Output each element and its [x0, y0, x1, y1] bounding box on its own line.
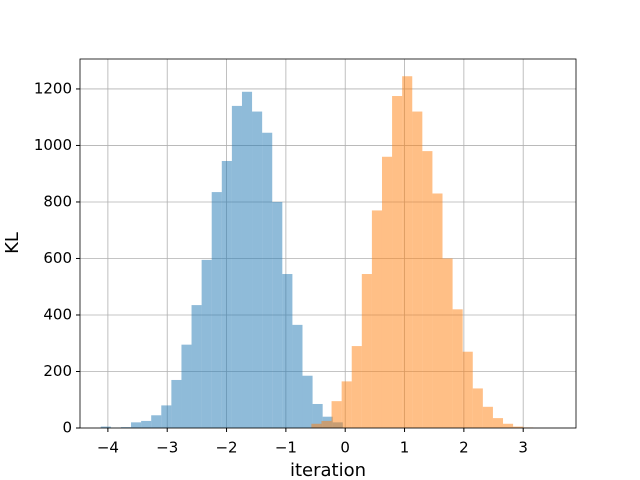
y-axis-label: KL [2, 232, 23, 254]
bar [282, 274, 293, 428]
bar [311, 423, 322, 428]
bar [442, 258, 453, 428]
bar [171, 379, 182, 428]
bar [292, 324, 303, 428]
y-tick-label: 600 [43, 249, 72, 267]
bar [482, 406, 493, 428]
bar [321, 420, 332, 428]
y-tick-label: 800 [43, 192, 72, 210]
bar [161, 405, 172, 428]
bar [422, 151, 433, 428]
bar [252, 111, 263, 429]
grid [80, 59, 576, 429]
x-tick-label: −4 [97, 439, 119, 457]
bar [120, 427, 132, 428]
bar [211, 192, 222, 428]
bar [371, 210, 382, 428]
bar [503, 423, 514, 428]
x-tick-label: 2 [459, 439, 469, 457]
bar [141, 420, 152, 428]
y-tick-label: 1200 [34, 79, 72, 97]
x-tick-label: 1 [400, 439, 410, 457]
bar [432, 193, 443, 428]
bar [392, 96, 403, 429]
bar [151, 415, 162, 428]
bar [201, 259, 212, 428]
bar [262, 132, 273, 429]
y-tick-label: 200 [43, 362, 72, 380]
axes-frame [79, 58, 577, 429]
x-axis-label: iteration [290, 460, 366, 480]
bar [131, 422, 142, 428]
bar [492, 418, 504, 428]
bar [312, 403, 323, 428]
bar [402, 76, 413, 428]
bar [302, 375, 313, 428]
bar [462, 351, 473, 428]
x-tick-label: −1 [275, 439, 297, 457]
bar [181, 344, 192, 428]
bar [100, 426, 111, 428]
bar [221, 160, 232, 429]
y-tick-label: 400 [43, 305, 72, 323]
bar [412, 111, 423, 429]
bar [272, 201, 283, 428]
y-tick-label: 1000 [34, 136, 72, 154]
bars [100, 76, 534, 429]
x-tick-label: 3 [518, 439, 528, 457]
bar [513, 426, 524, 428]
bar [351, 346, 362, 428]
bar [381, 156, 393, 428]
bar [472, 388, 483, 428]
bar [331, 401, 342, 428]
y-tick-label: 0 [62, 419, 72, 437]
axes: −4 −3 −2 −1 0 1 2 3 0 200 400 600 800 1000 1200 [34, 58, 577, 457]
bar [231, 105, 242, 429]
bar [241, 91, 253, 428]
bar [191, 305, 202, 428]
bar [341, 381, 352, 428]
bar [361, 274, 372, 428]
x-tick-label: −3 [156, 439, 178, 457]
bar [452, 309, 463, 428]
x-tick-label: −2 [215, 439, 237, 457]
x-tick-label: 0 [340, 439, 350, 457]
